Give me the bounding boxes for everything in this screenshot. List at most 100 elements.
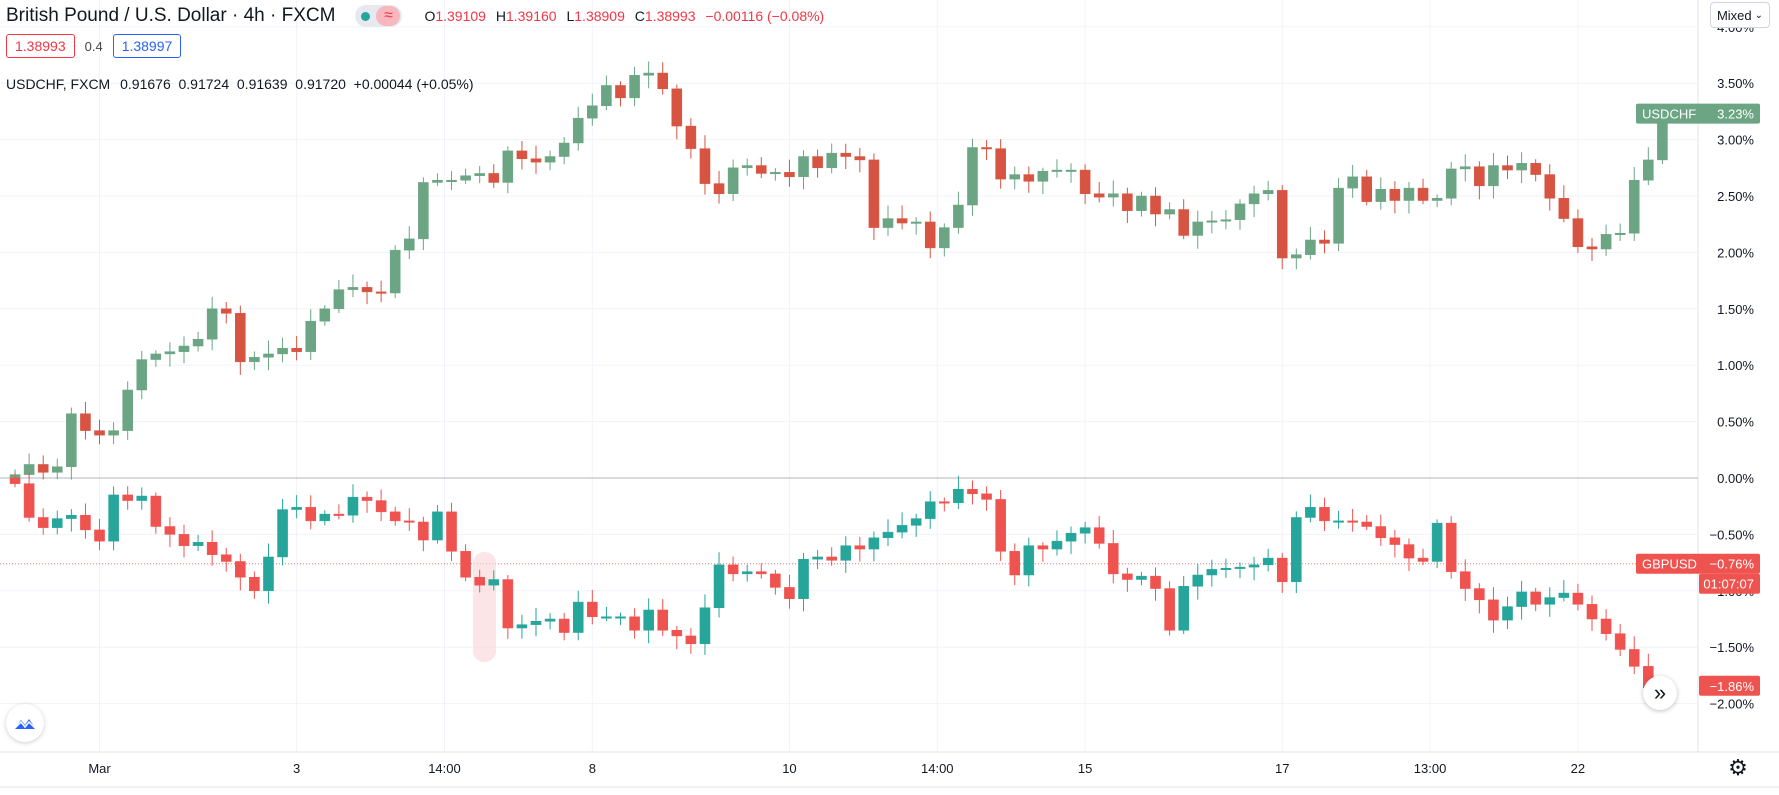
gbpusd-body: [1459, 571, 1471, 589]
ohlc-values: O1.39109 H1.39160 L1.38909 C1.38993 −0.0…: [424, 8, 825, 24]
y-tick-label: 1.00%: [1717, 358, 1754, 373]
usdchf-body: [572, 117, 584, 144]
usdchf-body: [530, 158, 542, 163]
gbpusd-candle: [939, 497, 950, 512]
usdchf-body: [643, 72, 654, 76]
usdchf-candle: [558, 136, 570, 165]
x-tick-label: 13:00: [1414, 761, 1447, 776]
usdchf-body: [178, 345, 190, 352]
usdchf-candle: [615, 81, 626, 107]
gbpusd-body: [981, 493, 992, 500]
buy-button[interactable]: 1.38997: [112, 34, 182, 58]
gbpusd-candle: [1234, 562, 1246, 579]
gbpusd-body: [1136, 575, 1147, 580]
gbpusd-body: [1065, 533, 1077, 542]
usdchf-body: [1164, 209, 1175, 215]
gbpusd-candle: [770, 569, 781, 595]
close-value: 1.38993: [644, 8, 696, 24]
gbpusd-body: [657, 609, 669, 631]
y-tick-label: 0.50%: [1717, 415, 1754, 430]
gbpusd-candle: [981, 486, 992, 511]
tradingview-logo-icon[interactable]: [6, 704, 44, 742]
gbpusd-candle: [1488, 587, 1499, 633]
gbpusd-body: [1023, 545, 1035, 576]
usdchf-body: [516, 150, 528, 160]
gbpusd-body: [953, 489, 964, 504]
usdchf-body: [206, 308, 218, 340]
price-axis-panel: [1698, 0, 1779, 752]
scroll-to-realtime-button[interactable]: »: [1643, 676, 1677, 710]
scale-mode-button[interactable]: Mixed ⌄: [1710, 2, 1770, 28]
gbpusd-candle: [572, 590, 584, 641]
gbpusd-candle: [1150, 567, 1161, 601]
gbpusd-body: [530, 621, 542, 625]
usdchf-body: [361, 287, 373, 293]
gbpusd-candle: [1474, 583, 1485, 614]
gbpusd-last-value: −0.76%: [1710, 557, 1755, 572]
gbpusd-candle: [1558, 580, 1570, 602]
gbpusd-candle: [1093, 515, 1105, 549]
usdchf-candle: [530, 145, 542, 174]
gbpusd-candle: [1291, 511, 1302, 594]
wave-icon[interactable]: ≈: [376, 6, 401, 26]
gbpusd-body: [1122, 573, 1133, 580]
sell-button[interactable]: 1.38993: [6, 34, 75, 58]
usdchf-body: [1347, 176, 1358, 189]
gear-icon[interactable]: ⚙: [1728, 755, 1748, 780]
usdchf-body: [1051, 169, 1063, 172]
usdchf-candle: [1009, 166, 1021, 190]
gbpusd-body: [333, 513, 345, 516]
gbpusd-body: [9, 477, 21, 484]
time-axis[interactable]: Mar 3 14:00 8 10 14:00 15 17 13:00 22: [88, 761, 1585, 776]
usdchf-candle: [572, 106, 584, 151]
usdchf-candle: [37, 455, 49, 480]
gbpusd-body: [671, 630, 683, 637]
compare-symbol-legend[interactable]: USDCHF, FXCM 0.91676 0.91724 0.91639 0.9…: [6, 76, 474, 92]
usdchf-candle: [178, 336, 190, 364]
gbpusd-candle: [1614, 623, 1626, 657]
usdchf-body: [375, 291, 387, 294]
gbpusd-body: [1234, 566, 1246, 569]
usdchf-body: [1079, 169, 1091, 194]
gbpusd-candle: [1502, 596, 1513, 630]
usdchf-body: [460, 175, 471, 181]
gbpusd-candle: [896, 512, 908, 539]
gbpusd-candle: [1403, 538, 1415, 572]
usdchf-candle: [432, 173, 443, 186]
gbpusd-candle: [418, 516, 429, 552]
gbpusd-body: [136, 495, 148, 501]
y-tick-label: −2.00%: [1710, 697, 1755, 712]
usdchf-candle: [685, 118, 697, 159]
usdchf-series-label: USDCHF: [1642, 107, 1696, 122]
market-status-pill[interactable]: ≈: [355, 5, 403, 27]
gbpusd-body: [1319, 507, 1330, 522]
gbpusd-candle: [643, 598, 654, 644]
gbpusd-body: [840, 545, 852, 561]
gbpusd-candle: [967, 480, 978, 505]
series-value-labels: USDCHF 3.23% GBPUSD −0.76% 01:07:07 −1.86%: [1636, 103, 1760, 696]
usdchf-body: [263, 353, 274, 358]
usdchf-candle: [1248, 185, 1260, 218]
compare-symbol-name: USDCHF, FXCM: [6, 76, 111, 92]
gbpusd-candle: [235, 553, 246, 591]
symbol-title[interactable]: British Pound / U.S. Dollar · 4h · FXCM: [6, 5, 336, 26]
gbpusd-candle: [1276, 552, 1288, 593]
usdchf-candle: [657, 62, 669, 95]
usdchf-candle: [1474, 161, 1485, 200]
gbpusd-body: [361, 496, 373, 501]
usdchf-candle: [727, 159, 739, 202]
double-chevron-right-icon: »: [1653, 680, 1667, 705]
gbpusd-candle: [305, 495, 317, 530]
gbpusd-candle: [587, 590, 598, 625]
gbpusd-candle: [1122, 567, 1133, 592]
gbpusd-candle: [924, 491, 936, 529]
gbpusd-body: [192, 542, 204, 546]
bar-highlight-marker: [473, 552, 496, 662]
usdchf-body: [1248, 193, 1260, 205]
usdchf-body: [784, 172, 795, 178]
usdchf-body: [403, 238, 415, 251]
usdchf-body: [1361, 176, 1373, 202]
usdchf-body: [1544, 174, 1556, 199]
usdchf-candle: [1164, 202, 1175, 220]
